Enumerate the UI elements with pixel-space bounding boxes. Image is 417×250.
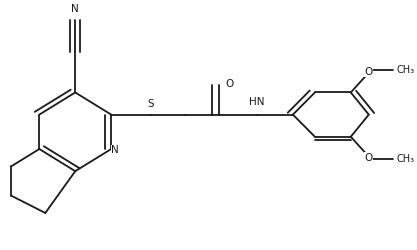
Text: CH₃: CH₃ bbox=[397, 65, 415, 75]
Text: N: N bbox=[111, 145, 119, 155]
Text: N: N bbox=[71, 4, 79, 14]
Text: O: O bbox=[364, 153, 373, 163]
Text: S: S bbox=[148, 98, 154, 108]
Text: O: O bbox=[225, 79, 233, 89]
Text: HN: HN bbox=[249, 97, 265, 107]
Text: CH₃: CH₃ bbox=[397, 154, 415, 164]
Text: O: O bbox=[364, 66, 373, 76]
